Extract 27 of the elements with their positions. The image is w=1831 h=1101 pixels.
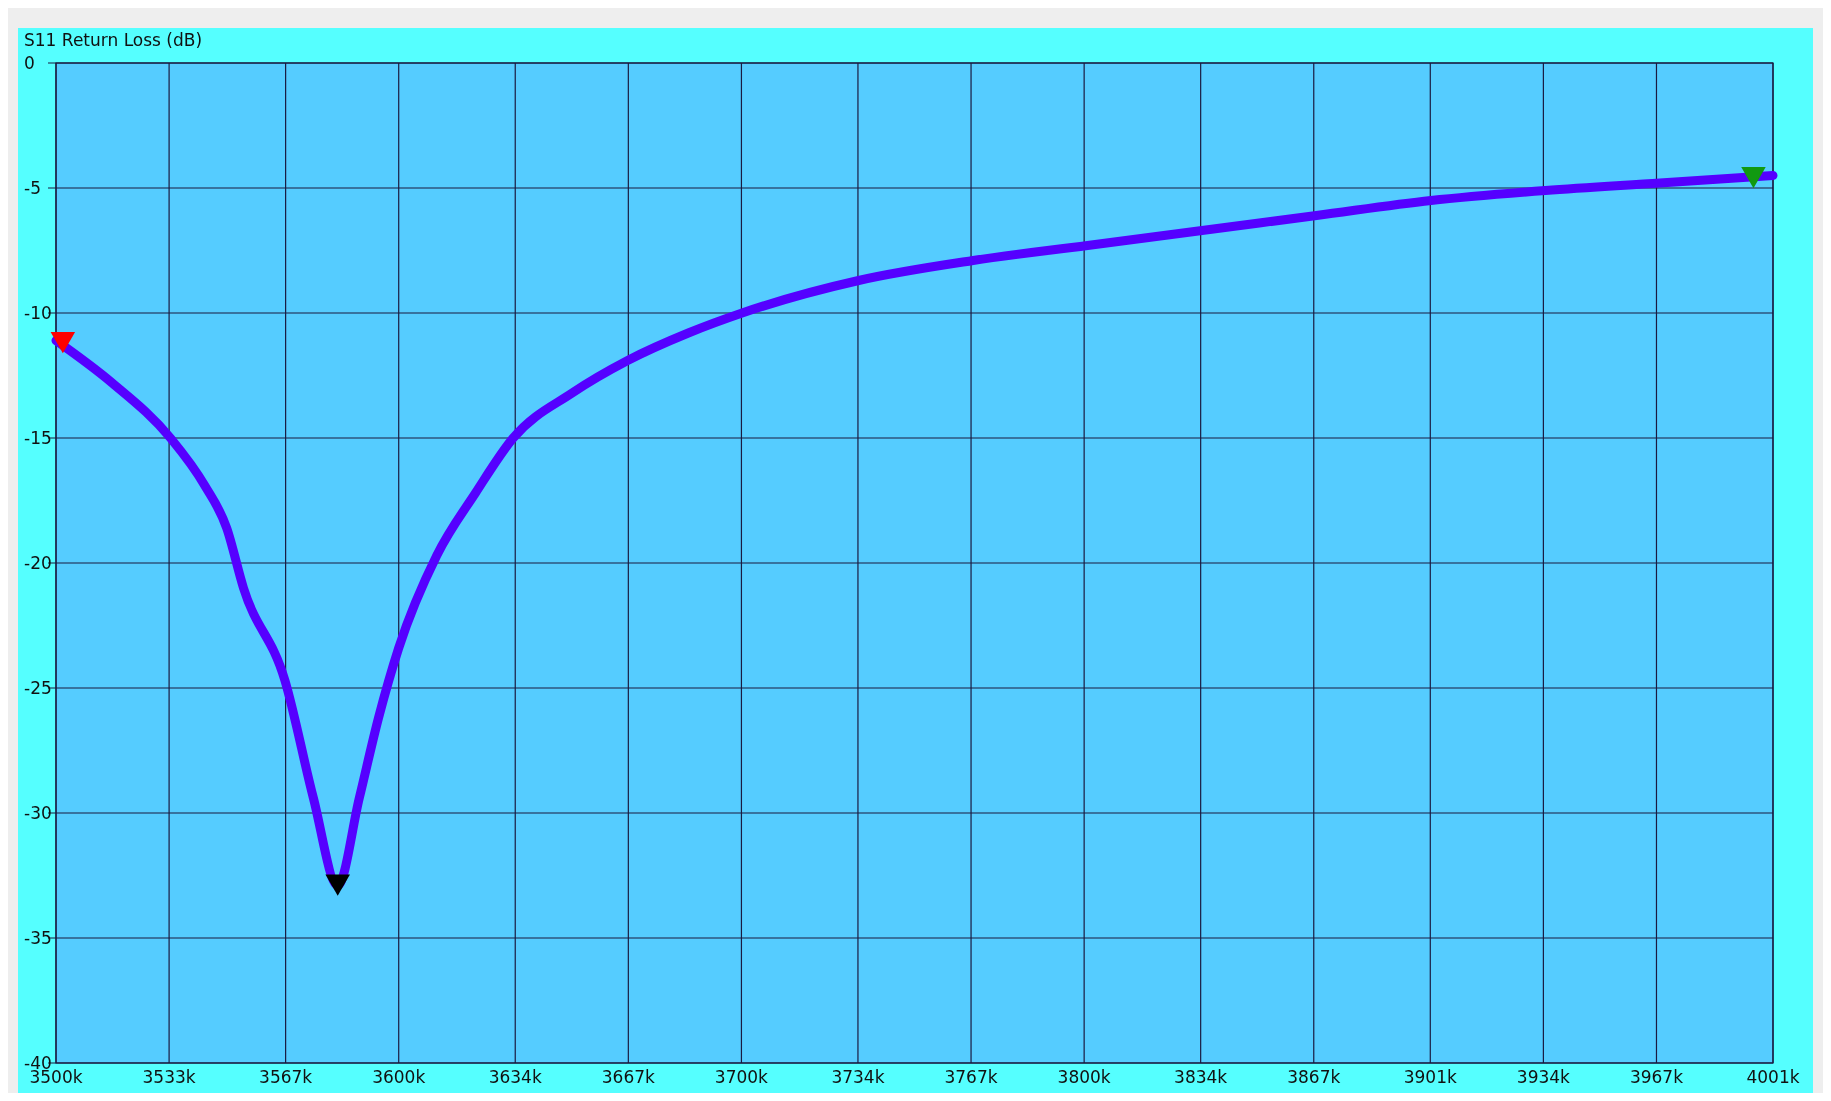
x-tick-label: 3834k [1174,1067,1228,1087]
y-tick-label: 0 [24,52,35,73]
point [50,331,76,354]
x-tick-label: 3934k [1516,1067,1571,1087]
x-tick-label: 3867k [1287,1067,1341,1087]
point [325,874,350,896]
point [1741,166,1766,189]
y-tick-label: -25 [24,677,52,698]
x-tick-label: 3967k [1629,1067,1684,1087]
x-tick-label: 3567k [259,1067,313,1087]
x-tick-label: 3600k [372,1067,426,1087]
y-tick-label: -20 [24,552,52,573]
y-tick-label: -35 [24,927,52,948]
x-tick-label: 3667k [601,1067,656,1087]
x-tick-label: 3700k [714,1067,769,1087]
x-tick-label: 4001k [1746,1067,1800,1087]
x-tick-label: 3634k [488,1067,542,1087]
x-tick-label: 3901k [1403,1067,1457,1087]
x-tick-label: 3800k [1057,1067,1111,1087]
x-tick-label: 3734k [831,1067,885,1087]
y-tick-label: -5 [24,177,41,198]
chart-title: S11 Return Loss (dB) [24,30,203,50]
y-tick-label: -10 [24,302,52,323]
y-tick-label: -15 [24,427,52,448]
y-tick-label: -30 [24,802,52,823]
x-tick-label: 3533k [142,1067,196,1087]
x-tick-label: 3767k [944,1067,998,1087]
